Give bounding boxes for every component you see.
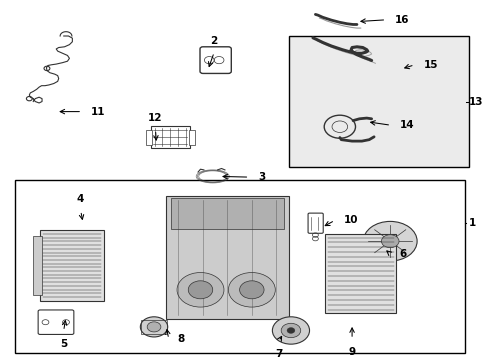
Bar <box>15 180 464 353</box>
Text: 9: 9 <box>348 347 355 357</box>
Circle shape <box>140 317 167 337</box>
Text: 4: 4 <box>77 194 84 204</box>
Circle shape <box>286 328 294 333</box>
Bar <box>188 130 194 145</box>
Bar <box>166 196 288 319</box>
Circle shape <box>381 235 398 248</box>
Bar <box>145 130 151 145</box>
Circle shape <box>281 323 300 338</box>
Text: 3: 3 <box>258 172 265 182</box>
Circle shape <box>228 273 275 307</box>
Text: 12: 12 <box>148 113 163 123</box>
Text: 7: 7 <box>274 349 282 359</box>
Text: 8: 8 <box>177 334 184 344</box>
Bar <box>325 234 395 313</box>
Text: 5: 5 <box>60 339 67 349</box>
Text: 6: 6 <box>398 249 406 259</box>
Text: 10: 10 <box>343 215 358 225</box>
Text: 1: 1 <box>468 218 475 228</box>
Text: 13: 13 <box>468 96 482 107</box>
Bar <box>171 198 283 229</box>
Circle shape <box>239 281 264 299</box>
Text: 2: 2 <box>210 36 217 46</box>
Bar <box>150 126 189 148</box>
Text: 14: 14 <box>399 120 414 130</box>
Circle shape <box>188 281 212 299</box>
Text: 15: 15 <box>423 60 437 70</box>
Circle shape <box>363 221 416 261</box>
FancyBboxPatch shape <box>307 213 323 233</box>
Circle shape <box>147 322 161 332</box>
Circle shape <box>177 273 224 307</box>
Text: 11: 11 <box>91 107 105 117</box>
FancyBboxPatch shape <box>38 310 74 334</box>
Circle shape <box>272 317 309 344</box>
Bar <box>40 230 103 301</box>
Text: 16: 16 <box>394 15 409 25</box>
Bar <box>33 236 41 295</box>
FancyBboxPatch shape <box>200 47 231 73</box>
Bar <box>288 36 468 167</box>
